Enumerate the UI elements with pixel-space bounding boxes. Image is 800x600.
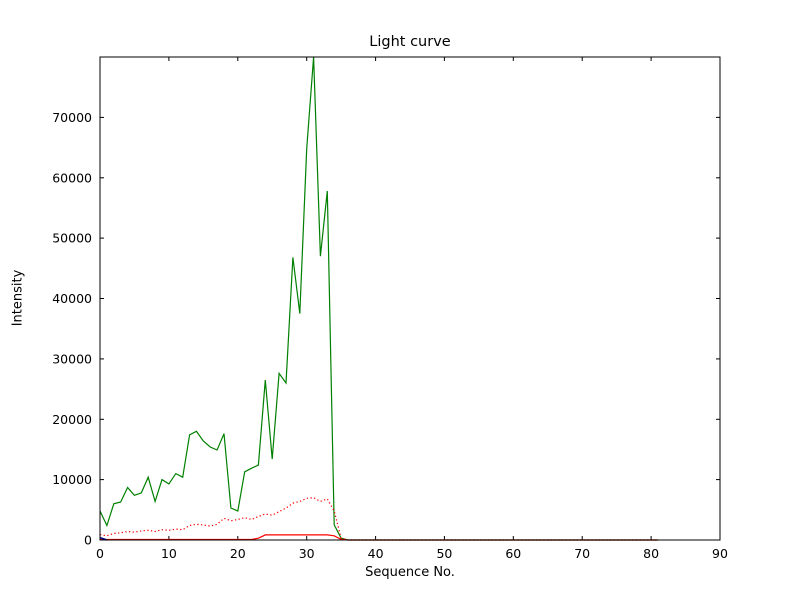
y-tick-label: 30000 [52,351,92,366]
y-tick-label: 10000 [52,472,92,487]
y-tick-label: 0 [84,533,92,548]
x-tick-label: 50 [436,546,452,561]
y-tick-label: 70000 [52,110,92,125]
series-red-solid [100,534,658,541]
y-tick-label: 60000 [52,170,92,185]
x-tick-label: 10 [161,546,177,561]
x-tick-label: 80 [643,546,659,561]
y-axis-label: Intensity [10,269,26,327]
x-axis-label: Sequence No. [365,565,455,580]
chart-title: Light curve [369,34,451,50]
series-green-solid [99,56,658,541]
y-tick-label: 50000 [52,231,92,246]
x-tick-label: 90 [712,546,728,561]
y-tick-label: 20000 [52,412,92,427]
x-tick-label: 0 [96,546,104,561]
axes-frame [99,56,721,541]
x-tick-label: 70 [574,546,590,561]
x-tick-label: 40 [368,546,384,561]
x-tick-label: 30 [299,546,315,561]
x-tick-label: 20 [230,546,246,561]
series-red-dotted [99,497,658,541]
x-tick-label: 60 [505,546,521,561]
y-tick-label: 40000 [52,291,92,306]
